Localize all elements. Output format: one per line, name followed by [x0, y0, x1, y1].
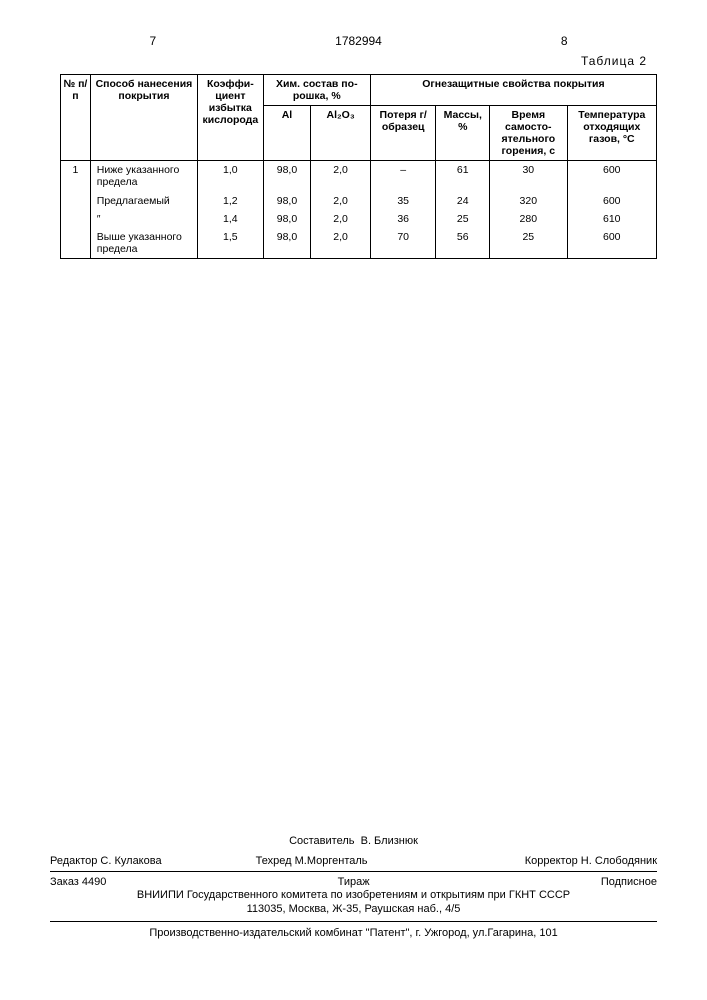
col-al2o3: Al₂O₃: [311, 106, 371, 161]
cell-num: 1: [61, 161, 91, 192]
page-num-right: 8: [561, 34, 568, 48]
corrector-name: Н. Слободяник: [581, 855, 657, 867]
compiler-label: Составитель: [289, 835, 354, 847]
col-method: Способ нанесе­ния покрытия: [90, 75, 197, 161]
cell-num: [61, 228, 91, 259]
col-temp: Темпера­тура от­ходящих газов, °С: [567, 106, 656, 161]
cell-burn: 320: [490, 192, 567, 210]
col-mass: Массы, %: [436, 106, 490, 161]
cell-loss: 36: [370, 210, 436, 228]
order-label: Заказ: [50, 876, 79, 888]
col-fire-group: Огнезащитные свойства покрытия: [370, 75, 656, 106]
tirazh: Тираж: [338, 876, 370, 888]
cell-temp: 610: [567, 210, 656, 228]
footer: Составитель В. Близнюк Редактор С. Кулак…: [50, 835, 657, 940]
col-burn: Время самосто­ятельно­го горения, с: [490, 106, 567, 161]
cell-loss: 35: [370, 192, 436, 210]
cell-mass: 24: [436, 192, 490, 210]
col-chem-group: Хим. состав по­рошка, %: [263, 75, 370, 106]
cell-method: Предлагаемый: [90, 192, 197, 210]
subscription: Подписное: [601, 876, 657, 888]
cell-temp: 600: [567, 192, 656, 210]
tech-name: М.Моргенталь: [295, 855, 368, 867]
cell-al2o3: 2,0: [311, 210, 371, 228]
table-row: Выше указанно­го предела1,598,02,0705625…: [61, 228, 657, 259]
compiler-name: В. Близнюк: [361, 835, 418, 847]
cell-loss: –: [370, 161, 436, 192]
page-num-left: 7: [149, 34, 156, 48]
cell-al: 98,0: [263, 192, 311, 210]
cell-al: 98,0: [263, 161, 311, 192]
page: 7 1782994 8 Таблица 2 № п/п Способ нанес…: [0, 0, 707, 1000]
col-loss: Потеря г/обра­зец: [370, 106, 436, 161]
cell-burn: 30: [490, 161, 567, 192]
cell-method: ″: [90, 210, 197, 228]
corrector-label: Корректор: [525, 855, 578, 867]
cell-mass: 56: [436, 228, 490, 259]
cell-temp: 600: [567, 228, 656, 259]
cell-num: [61, 192, 91, 210]
cell-loss: 70: [370, 228, 436, 259]
table-caption: Таблица 2: [60, 54, 647, 68]
publisher-line1: ВНИИПИ Государственного комитета по изоб…: [50, 888, 657, 902]
credits-row: Редактор С. Кулакова Техред М.Моргенталь…: [50, 855, 657, 867]
order-line: Заказ 4490 Тираж Подписное: [50, 876, 657, 888]
cell-al2o3: 2,0: [311, 228, 371, 259]
cell-num: [61, 210, 91, 228]
cell-mass: 61: [436, 161, 490, 192]
printer-line: Производственно-издательский комбинат "П…: [50, 926, 657, 940]
page-header: 7 1782994 8: [60, 34, 657, 48]
col-al: Al: [263, 106, 311, 161]
table-row: 1Ниже указанно­го предела1,098,02,0–6130…: [61, 161, 657, 192]
cell-burn: 280: [490, 210, 567, 228]
cell-coef: 1,5: [198, 228, 264, 259]
order-num: 4490: [82, 876, 106, 888]
divider: [50, 871, 657, 872]
table-row: ″1,498,02,03625280610: [61, 210, 657, 228]
tech-label: Техред: [256, 855, 292, 867]
doc-number: 1782994: [335, 34, 382, 48]
data-table: № п/п Способ нанесе­ния покрытия Коэффи­…: [60, 74, 657, 259]
cell-temp: 600: [567, 161, 656, 192]
cell-coef: 1,2: [198, 192, 264, 210]
cell-method: Ниже указанно­го предела: [90, 161, 197, 192]
cell-coef: 1,0: [198, 161, 264, 192]
editor-label: Редактор: [50, 855, 97, 867]
cell-burn: 25: [490, 228, 567, 259]
col-num: № п/п: [61, 75, 91, 161]
cell-al2o3: 2,0: [311, 192, 371, 210]
editor-name: С. Кулакова: [100, 855, 161, 867]
cell-coef: 1,4: [198, 210, 264, 228]
col-coef: Коэффи­циент избытка кисло­ро­да: [198, 75, 264, 161]
table-row: Предлагаемый1,298,02,03524320600: [61, 192, 657, 210]
cell-mass: 25: [436, 210, 490, 228]
cell-al: 98,0: [263, 210, 311, 228]
publisher-line2: 113035, Москва, Ж-35, Раушская наб., 4/5: [50, 902, 657, 916]
cell-al2o3: 2,0: [311, 161, 371, 192]
divider: [50, 921, 657, 922]
cell-method: Выше указанно­го предела: [90, 228, 197, 259]
cell-al: 98,0: [263, 228, 311, 259]
